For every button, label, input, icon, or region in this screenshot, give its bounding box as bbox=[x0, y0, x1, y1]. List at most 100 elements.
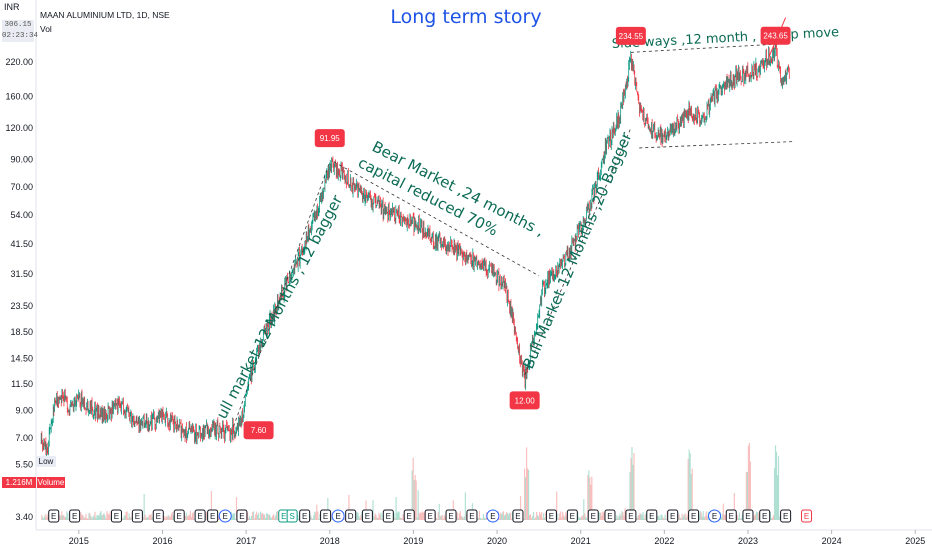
volume-bar bbox=[377, 517, 379, 520]
event-marker-box bbox=[625, 509, 637, 523]
volume-bar bbox=[46, 517, 48, 520]
event-marker-letter: E bbox=[407, 512, 412, 521]
volume-bar bbox=[585, 516, 587, 520]
volume-bar bbox=[316, 504, 318, 520]
volume-bar bbox=[538, 516, 540, 520]
volume-bar bbox=[619, 513, 621, 520]
event-marker: E bbox=[545, 509, 557, 523]
event-marker: E bbox=[48, 509, 60, 523]
volume-bar bbox=[724, 515, 726, 520]
volume-bar bbox=[723, 514, 725, 520]
event-marker: E bbox=[512, 509, 524, 523]
event-marker: E bbox=[403, 509, 415, 523]
volume-bar bbox=[124, 515, 126, 520]
price-marker-box bbox=[760, 26, 791, 45]
volume-bar bbox=[92, 516, 94, 520]
trendline-sideways-bottom bbox=[639, 141, 795, 149]
volume-bar bbox=[636, 518, 638, 520]
event-marker-letter: E bbox=[783, 512, 788, 521]
event-marker-box bbox=[688, 509, 700, 523]
volume-bar bbox=[394, 518, 396, 520]
event-marker-letter: E bbox=[210, 512, 215, 521]
volume-bar bbox=[444, 516, 446, 520]
volume-bar bbox=[314, 511, 316, 520]
volume-bar bbox=[264, 514, 266, 520]
volume-bar bbox=[748, 443, 751, 520]
volume-bar bbox=[269, 514, 271, 520]
volume-bar bbox=[327, 497, 329, 520]
volume-bar bbox=[87, 518, 89, 520]
volume-bar bbox=[102, 514, 104, 520]
volume-bar bbox=[42, 517, 44, 520]
chart-header: INR bbox=[4, 2, 20, 13]
volume-bar bbox=[416, 517, 418, 520]
volume-bars bbox=[41, 443, 791, 520]
event-marker-box bbox=[742, 509, 754, 523]
event-marker-box bbox=[345, 509, 357, 523]
event-marker: E bbox=[759, 509, 771, 523]
volume-bar bbox=[687, 458, 689, 520]
volume-bar bbox=[248, 515, 251, 520]
volume-bar bbox=[439, 515, 441, 520]
volume-bar bbox=[590, 484, 592, 520]
volume-bar bbox=[528, 515, 531, 520]
event-marker: E bbox=[320, 509, 332, 523]
y-tick-label: 9.00 bbox=[15, 406, 33, 416]
volume-bar bbox=[507, 514, 510, 520]
volume-bar bbox=[100, 511, 102, 520]
volume-bar bbox=[81, 515, 83, 520]
volume-bar bbox=[270, 516, 272, 520]
event-marker: E bbox=[299, 509, 311, 523]
volume-bar bbox=[123, 516, 125, 520]
volume-bar bbox=[275, 515, 277, 520]
x-tick-label: 2021 bbox=[571, 536, 591, 546]
volume-bar bbox=[477, 518, 480, 520]
x-tick-label: 2017 bbox=[236, 536, 256, 546]
volume-bar bbox=[540, 514, 542, 520]
volume-bar bbox=[106, 511, 108, 520]
volume-bar bbox=[506, 513, 509, 520]
volume-bar bbox=[246, 512, 249, 520]
volume-bar bbox=[659, 518, 661, 520]
volume-bar bbox=[482, 513, 485, 520]
volume-bar bbox=[706, 516, 708, 520]
volume-bar bbox=[705, 511, 707, 520]
volume-bar bbox=[344, 517, 346, 520]
event-marker: E bbox=[236, 509, 248, 523]
event-marker-box bbox=[545, 509, 557, 523]
volume-bar bbox=[703, 517, 705, 520]
event-marker: E bbox=[131, 509, 143, 523]
event-marker-box bbox=[646, 509, 658, 523]
volume-bar bbox=[144, 514, 146, 520]
y-tick-label: 3.40 bbox=[15, 512, 33, 522]
event-marker-letter: E bbox=[712, 512, 717, 521]
volume-bar bbox=[217, 515, 220, 520]
volume-bar bbox=[356, 511, 358, 520]
volume-bar bbox=[253, 518, 256, 520]
volume-bar bbox=[622, 512, 624, 520]
y-tick-label: 18.50 bbox=[10, 327, 33, 337]
y-tick-label: 120.00 bbox=[5, 123, 33, 133]
price-marker-label: 91.95 bbox=[320, 134, 341, 143]
volume-bar bbox=[312, 518, 314, 520]
symbol-title[interactable]: MAAN ALUMINIUM LTD, 1D, NSE bbox=[40, 10, 170, 20]
volume-bar bbox=[261, 513, 263, 520]
price-marker: 12.00 bbox=[509, 391, 540, 410]
annotation-bull-1: ull market 12 Months , 12 bagger bbox=[213, 191, 347, 421]
volume-bar bbox=[741, 514, 743, 520]
event-marker-box bbox=[780, 509, 792, 523]
event-marker-letter: E bbox=[549, 512, 554, 521]
volume-bar bbox=[483, 517, 486, 520]
volume-bar bbox=[272, 515, 274, 520]
volume-bar bbox=[187, 515, 189, 520]
volume-bar bbox=[129, 516, 131, 520]
volume-bar bbox=[618, 515, 620, 520]
event-marker-box bbox=[667, 509, 679, 523]
volume-bar bbox=[774, 445, 777, 520]
volume-bar bbox=[657, 516, 659, 520]
volume-bar bbox=[678, 514, 680, 520]
volume-bar bbox=[60, 515, 62, 520]
volume-bar bbox=[557, 513, 559, 520]
volume-bar bbox=[526, 468, 529, 520]
